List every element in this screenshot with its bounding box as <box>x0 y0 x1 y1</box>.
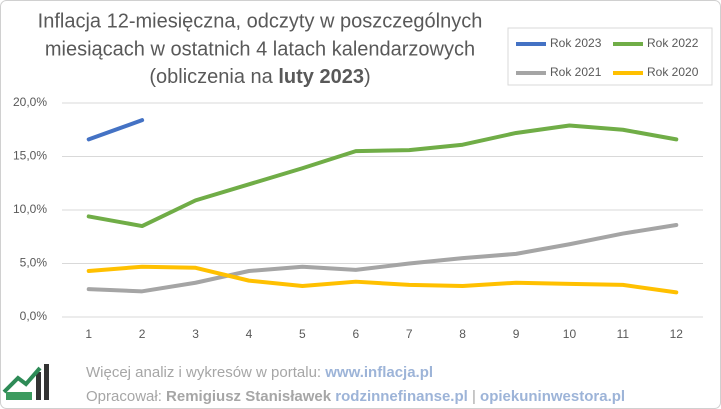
footer-link[interactable]: opiekuninwestora.pl <box>480 388 625 405</box>
x-tick-label: 6 <box>352 327 359 341</box>
footer-link[interactable]: www.inflacja.pl <box>324 364 433 381</box>
x-tick-label: 1 <box>85 327 92 341</box>
chart-title: miesiącach w ostatnich 4 latach kalendar… <box>45 38 475 60</box>
y-tick-label: 10,0% <box>13 202 47 216</box>
x-tick-label: 2 <box>139 327 146 341</box>
legend-label: Rok 2022 <box>647 36 699 50</box>
footer-text: Więcej analiz i wykresów w portalu: <box>86 364 321 381</box>
title-part: ) <box>364 66 371 88</box>
x-tick-label: 8 <box>459 327 466 341</box>
x-tick-label: 9 <box>513 327 520 341</box>
x-tick-label: 7 <box>406 327 413 341</box>
legend-label: Rok 2023 <box>550 36 602 50</box>
footer-author: Remigiusz Stanisławek <box>166 388 332 405</box>
footer-text: Opracował: <box>86 388 162 405</box>
logo <box>2 364 49 400</box>
series-line <box>86 123 679 229</box>
chart-title: (obliczenia na luty 2023) <box>149 66 370 88</box>
series-line <box>86 264 679 295</box>
legend-box <box>507 27 713 86</box>
legend-label: Rok 2021 <box>550 65 602 79</box>
legend-label: Rok 2020 <box>647 65 699 79</box>
y-tick-label: 20,0% <box>13 95 47 109</box>
x-tick-label: 10 <box>563 327 577 341</box>
x-tick-label: 4 <box>246 327 253 341</box>
footer-separator: | <box>472 388 476 405</box>
series-line <box>86 222 679 294</box>
x-tick-label: 5 <box>299 327 306 341</box>
y-tick-label: 0,0% <box>20 309 48 323</box>
x-tick-label: 3 <box>192 327 199 341</box>
chart-title: Inflacja 12-miesięczna, odczyty w poszcz… <box>38 10 483 32</box>
y-tick-label: 5,0% <box>20 256 48 270</box>
title-part: luty 2023 <box>278 66 364 88</box>
footer-line: Opracował: Remigiusz Stanisławek rodzinn… <box>86 388 625 405</box>
x-tick-label: 12 <box>670 327 684 341</box>
series-line <box>86 118 145 142</box>
x-tick-label: 11 <box>617 327 630 341</box>
footer-link[interactable]: rodzinnefinanse.pl <box>335 388 468 405</box>
y-tick-label: 15,0% <box>13 149 47 163</box>
title-part: (obliczenia na <box>149 66 273 88</box>
footer-line: Więcej analiz i wykresów w portalu: www.… <box>86 364 433 381</box>
